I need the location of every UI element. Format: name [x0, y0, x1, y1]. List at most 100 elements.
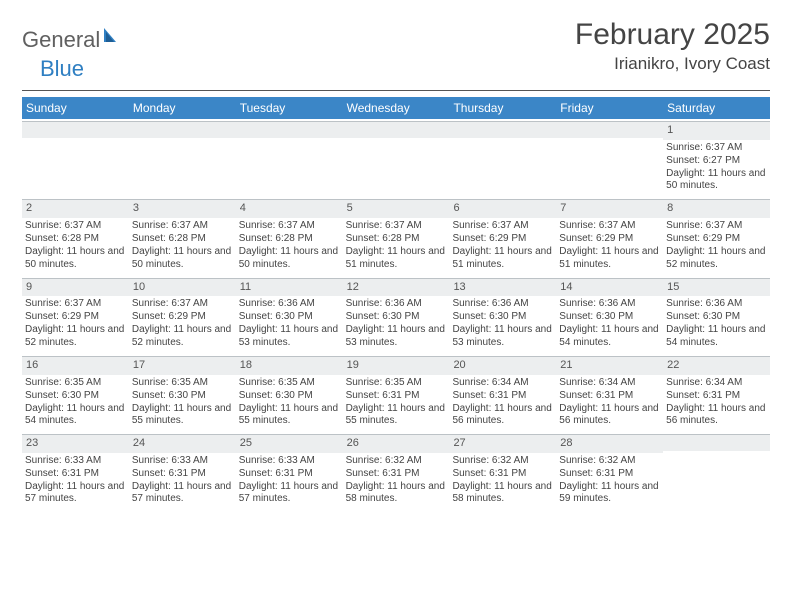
title-month: February 2025	[575, 18, 770, 52]
sunset-text: Sunset: 6:28 PM	[346, 233, 447, 246]
week-row: 1Sunrise: 6:37 AMSunset: 6:27 PMDaylight…	[22, 119, 770, 197]
daylight-text: Daylight: 11 hours and 50 minutes.	[25, 246, 126, 271]
sunrise-text: Sunrise: 6:37 AM	[452, 220, 553, 233]
weekday-cell: Monday	[129, 97, 236, 119]
day-cell: 8Sunrise: 6:37 AMSunset: 6:29 PMDaylight…	[663, 197, 770, 275]
day-cell: 5Sunrise: 6:37 AMSunset: 6:28 PMDaylight…	[343, 197, 450, 275]
day-number	[343, 121, 450, 138]
sunrise-text: Sunrise: 6:35 AM	[25, 377, 126, 390]
day-number: 1	[663, 121, 770, 140]
day-cell	[129, 119, 236, 197]
day-number: 11	[236, 278, 343, 297]
day-number: 22	[663, 356, 770, 375]
week-row: 2Sunrise: 6:37 AMSunset: 6:28 PMDaylight…	[22, 197, 770, 275]
sunset-text: Sunset: 6:29 PM	[559, 233, 660, 246]
day-number: 28	[556, 434, 663, 453]
day-number	[129, 121, 236, 138]
sunset-text: Sunset: 6:30 PM	[452, 311, 553, 324]
day-number: 6	[449, 199, 556, 218]
day-number: 12	[343, 278, 450, 297]
daylight-text: Daylight: 11 hours and 54 minutes.	[559, 324, 660, 349]
day-cell: 19Sunrise: 6:35 AMSunset: 6:31 PMDayligh…	[343, 354, 450, 432]
logo-sail-icon	[102, 24, 122, 50]
sunset-text: Sunset: 6:30 PM	[25, 390, 126, 403]
day-number: 13	[449, 278, 556, 297]
calendar: SundayMondayTuesdayWednesdayThursdayFrid…	[22, 97, 770, 510]
logo-text-1: General	[22, 27, 100, 53]
daylight-text: Daylight: 11 hours and 58 minutes.	[452, 481, 553, 506]
daylight-text: Daylight: 11 hours and 52 minutes.	[132, 324, 233, 349]
day-cell: 10Sunrise: 6:37 AMSunset: 6:29 PMDayligh…	[129, 276, 236, 354]
day-cell: 16Sunrise: 6:35 AMSunset: 6:30 PMDayligh…	[22, 354, 129, 432]
day-cell	[449, 119, 556, 197]
sunset-text: Sunset: 6:31 PM	[25, 468, 126, 481]
sunset-text: Sunset: 6:28 PM	[239, 233, 340, 246]
sunset-text: Sunset: 6:31 PM	[346, 390, 447, 403]
day-cell: 18Sunrise: 6:35 AMSunset: 6:30 PMDayligh…	[236, 354, 343, 432]
day-number: 7	[556, 199, 663, 218]
sunset-text: Sunset: 6:31 PM	[346, 468, 447, 481]
day-cell	[556, 119, 663, 197]
day-number: 8	[663, 199, 770, 218]
sunrise-text: Sunrise: 6:34 AM	[666, 377, 767, 390]
sunrise-text: Sunrise: 6:36 AM	[559, 298, 660, 311]
day-cell: 6 Sunrise: 6:37 AMSunset: 6:29 PMDaylight…	[449, 197, 556, 275]
weekday-cell: Thursday	[449, 97, 556, 119]
day-cell	[663, 432, 770, 510]
sunset-text: Sunset: 6:29 PM	[452, 233, 553, 246]
day-cell	[22, 119, 129, 197]
sunset-text: Sunset: 6:31 PM	[559, 468, 660, 481]
daylight-text: Daylight: 11 hours and 55 minutes.	[132, 403, 233, 428]
daylight-text: Daylight: 11 hours and 50 minutes.	[239, 246, 340, 271]
week-row: 23Sunrise: 6:33 AMSunset: 6:31 PMDayligh…	[22, 432, 770, 510]
sunrise-text: Sunrise: 6:32 AM	[559, 455, 660, 468]
day-number: 18	[236, 356, 343, 375]
sunrise-text: Sunrise: 6:37 AM	[346, 220, 447, 233]
sunset-text: Sunset: 6:29 PM	[132, 311, 233, 324]
daylight-text: Daylight: 11 hours and 56 minutes.	[559, 403, 660, 428]
daylight-text: Daylight: 11 hours and 54 minutes.	[666, 324, 767, 349]
day-cell: 9Sunrise: 6:37 AMSunset: 6:29 PMDaylight…	[22, 276, 129, 354]
logo-text-2: Blue	[40, 56, 84, 82]
daylight-text: Daylight: 11 hours and 53 minutes.	[346, 324, 447, 349]
daylight-text: Daylight: 11 hours and 57 minutes.	[25, 481, 126, 506]
daylight-text: Daylight: 11 hours and 51 minutes.	[559, 246, 660, 271]
day-cell: 17Sunrise: 6:35 AMSunset: 6:30 PMDayligh…	[129, 354, 236, 432]
day-number	[22, 121, 129, 138]
day-number: 5	[343, 199, 450, 218]
day-cell	[236, 119, 343, 197]
sunrise-text: Sunrise: 6:33 AM	[25, 455, 126, 468]
daylight-text: Daylight: 11 hours and 58 minutes.	[346, 481, 447, 506]
day-cell: 15Sunrise: 6:36 AMSunset: 6:30 PMDayligh…	[663, 276, 770, 354]
sunrise-text: Sunrise: 6:36 AM	[346, 298, 447, 311]
week-row: 9Sunrise: 6:37 AMSunset: 6:29 PMDaylight…	[22, 276, 770, 354]
weekday-cell: Tuesday	[236, 97, 343, 119]
sunset-text: Sunset: 6:31 PM	[452, 390, 553, 403]
day-cell: 27Sunrise: 6:32 AMSunset: 6:31 PMDayligh…	[449, 432, 556, 510]
day-cell: 25Sunrise: 6:33 AMSunset: 6:31 PMDayligh…	[236, 432, 343, 510]
day-number	[236, 121, 343, 138]
weeks-container: 1Sunrise: 6:37 AMSunset: 6:27 PMDaylight…	[22, 119, 770, 510]
sunset-text: Sunset: 6:28 PM	[25, 233, 126, 246]
day-cell: 1Sunrise: 6:37 AMSunset: 6:27 PMDaylight…	[663, 119, 770, 197]
sunset-text: Sunset: 6:30 PM	[239, 311, 340, 324]
sunrise-text: Sunrise: 6:36 AM	[666, 298, 767, 311]
daylight-text: Daylight: 11 hours and 55 minutes.	[239, 403, 340, 428]
day-number: 27	[449, 434, 556, 453]
day-number: 20	[449, 356, 556, 375]
day-number	[663, 434, 770, 451]
sunset-text: Sunset: 6:31 PM	[239, 468, 340, 481]
day-number: 23	[22, 434, 129, 453]
day-cell: 26Sunrise: 6:32 AMSunset: 6:31 PMDayligh…	[343, 432, 450, 510]
sunset-text: Sunset: 6:27 PM	[666, 155, 767, 168]
weekday-header-row: SundayMondayTuesdayWednesdayThursdayFrid…	[22, 97, 770, 119]
sunrise-text: Sunrise: 6:37 AM	[666, 142, 767, 155]
sunrise-text: Sunrise: 6:33 AM	[132, 455, 233, 468]
daylight-text: Daylight: 11 hours and 57 minutes.	[132, 481, 233, 506]
day-number: 25	[236, 434, 343, 453]
day-cell: 21Sunrise: 6:34 AMSunset: 6:31 PMDayligh…	[556, 354, 663, 432]
sunrise-text: Sunrise: 6:32 AM	[346, 455, 447, 468]
day-number: 19	[343, 356, 450, 375]
daylight-text: Daylight: 11 hours and 57 minutes.	[239, 481, 340, 506]
daylight-text: Daylight: 11 hours and 51 minutes.	[452, 246, 553, 271]
